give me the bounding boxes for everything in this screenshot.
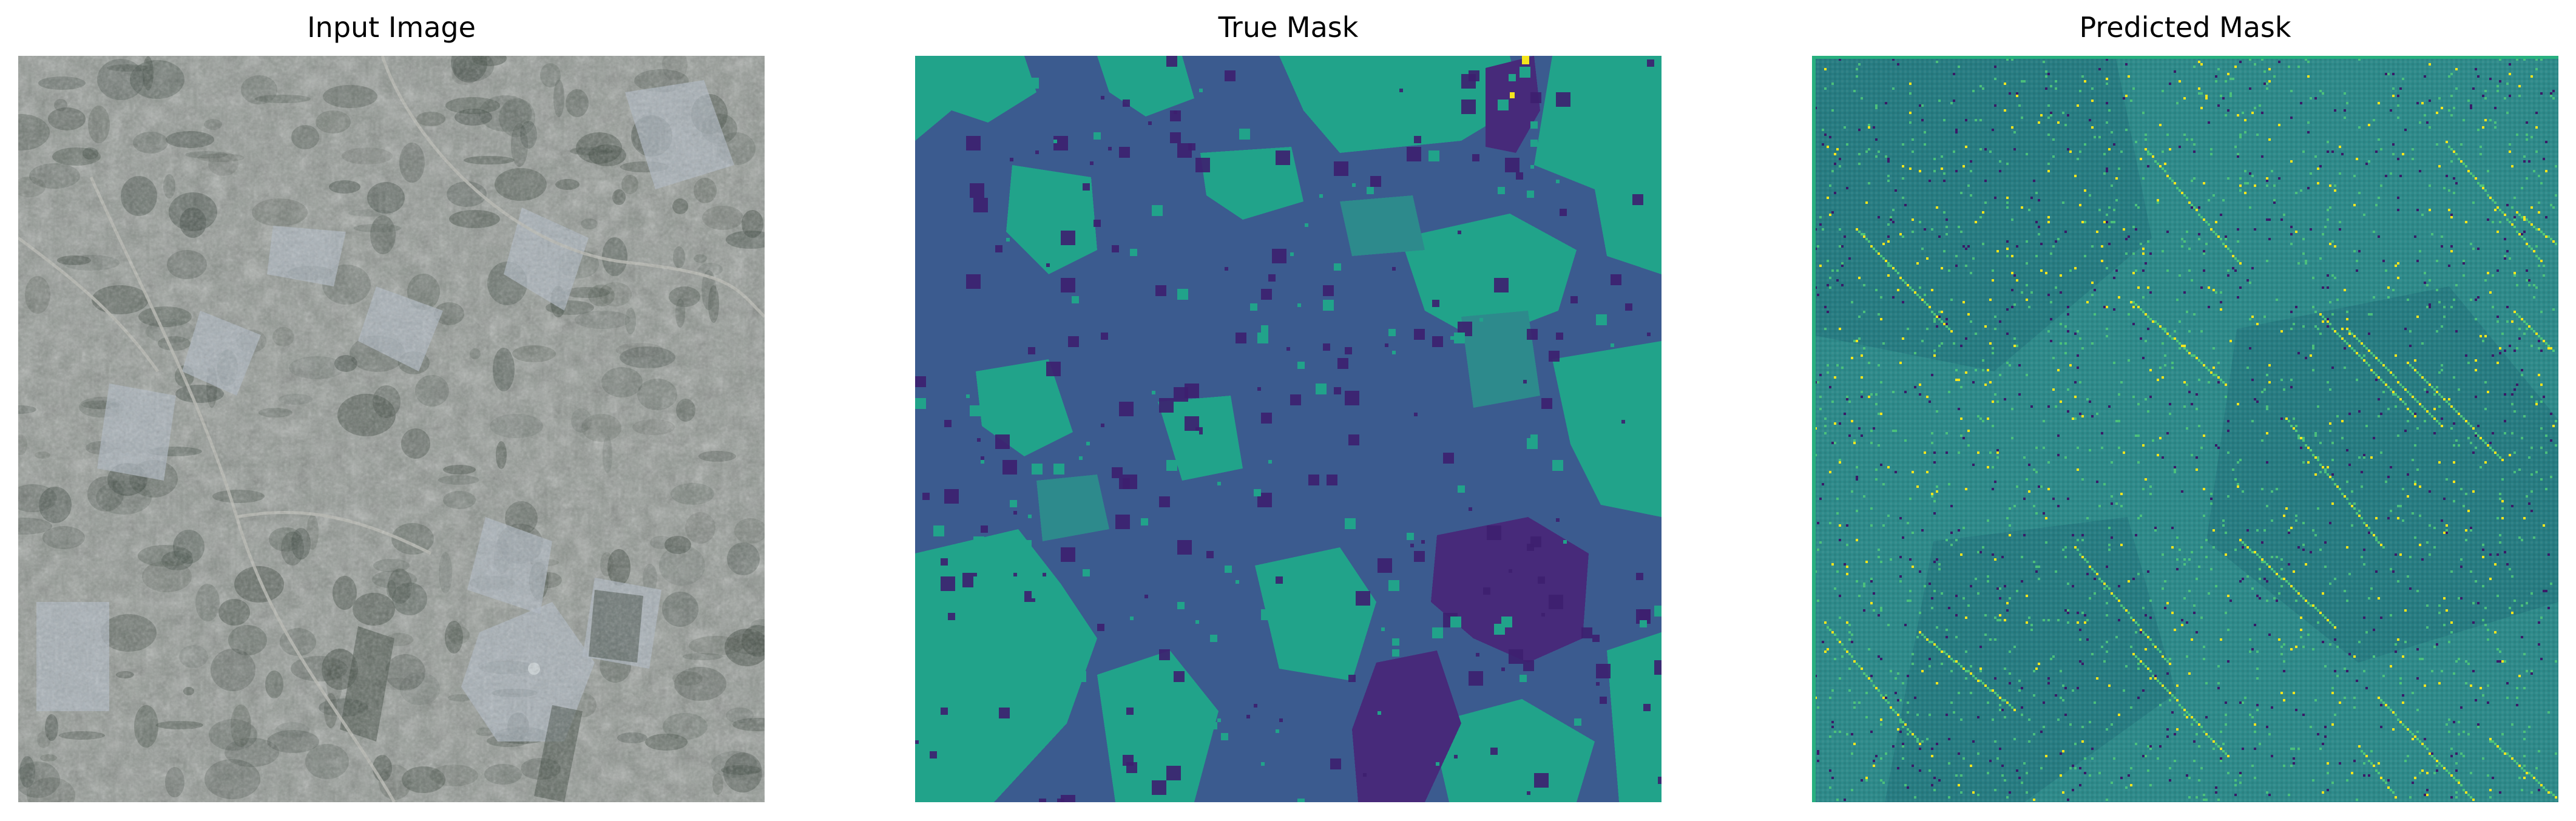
input-image — [18, 56, 765, 802]
true-mask-title: True Mask — [1218, 11, 1359, 44]
predicted-mask-image — [1812, 56, 2558, 802]
input-image-panel: Input Image — [18, 0, 765, 821]
true-mask-panel: True Mask — [915, 0, 1662, 821]
predicted-mask-panel: Predicted Mask — [1812, 0, 2558, 821]
predicted-mask-title: Predicted Mask — [2079, 11, 2291, 44]
input-image-title: Input Image — [307, 11, 476, 44]
true-mask-image — [915, 56, 1662, 802]
